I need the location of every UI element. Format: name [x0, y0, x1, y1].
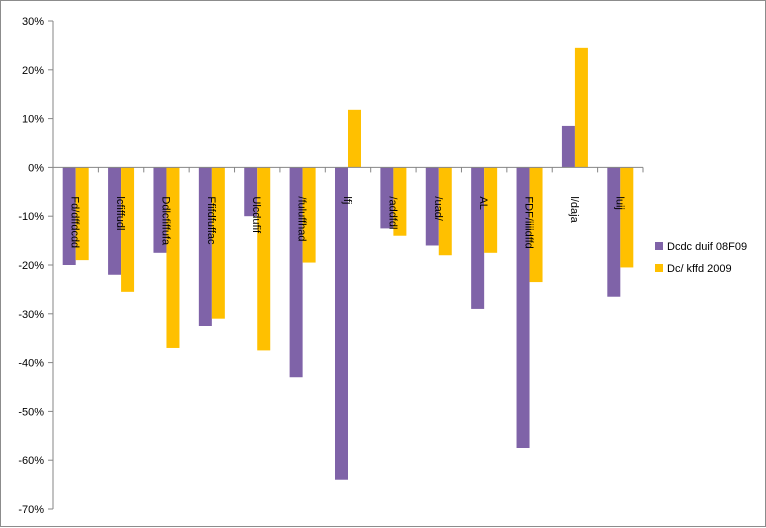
y-tick-label: -70% [18, 504, 44, 516]
bar-series1 [561, 125, 575, 168]
bar-series2 [484, 167, 498, 253]
bar-series2 [166, 167, 180, 348]
bar-series2 [574, 47, 588, 168]
bar-series1 [289, 167, 303, 378]
bar-series2 [257, 167, 271, 351]
category-label: lcfiffudl [114, 196, 126, 230]
legend-label-1: Dcdc duif 08F09 [667, 241, 747, 253]
y-tick-label: -50% [18, 406, 44, 418]
y-tick-label: 0% [28, 162, 44, 174]
y-tick-label: -60% [18, 455, 44, 467]
category-label: l/daja [568, 196, 580, 223]
bar-series1 [380, 167, 394, 229]
legend-swatch-2 [655, 264, 663, 272]
category-label: Fd/dffdcdd [69, 196, 81, 248]
category-label: FDF/iiiidffd [523, 196, 535, 248]
category-label: Ulcdufif [250, 196, 262, 234]
category-label: Ddlcfiffufa [159, 196, 171, 246]
bar-series1 [108, 167, 122, 275]
bar-series2 [75, 167, 89, 261]
bar-series1 [153, 167, 167, 253]
bar-series1 [471, 167, 485, 309]
y-tick-label: 10% [22, 114, 44, 126]
bar-series2 [211, 167, 225, 319]
bar-series1 [516, 167, 530, 448]
bar-series2 [620, 167, 634, 268]
y-tick-label: -40% [18, 358, 44, 370]
y-tick-label: 30% [22, 16, 44, 28]
y-tick-label: -30% [18, 309, 44, 321]
bar-series2 [438, 167, 452, 256]
bar-series1 [425, 167, 439, 246]
bar-series2 [529, 167, 543, 283]
category-label: /fuluffhad [296, 196, 308, 241]
bar-series1 [335, 167, 348, 480]
category-label: lfj [341, 196, 353, 204]
y-tick-label: 20% [22, 65, 44, 77]
legend-label-2: Dc/ kffd 2009 [667, 263, 732, 275]
category-label: /addfdl [386, 196, 398, 229]
bar-series2 [348, 109, 361, 168]
y-tick-label: -20% [18, 260, 44, 272]
bar-series2 [393, 167, 407, 236]
category-label: Ffifdfuffac [205, 196, 217, 245]
bar-series1 [62, 167, 76, 265]
bar-series2 [121, 167, 135, 292]
category-label: /uad/ [432, 196, 444, 221]
legend-swatch-1 [655, 242, 663, 250]
y-tick-label: -10% [18, 211, 44, 223]
bar-series2 [302, 167, 316, 263]
category-label: luij [613, 196, 625, 209]
bar-series1 [607, 167, 621, 297]
bar-series1 [198, 167, 212, 326]
bar-series1 [244, 167, 258, 217]
category-label: AL [477, 196, 489, 209]
